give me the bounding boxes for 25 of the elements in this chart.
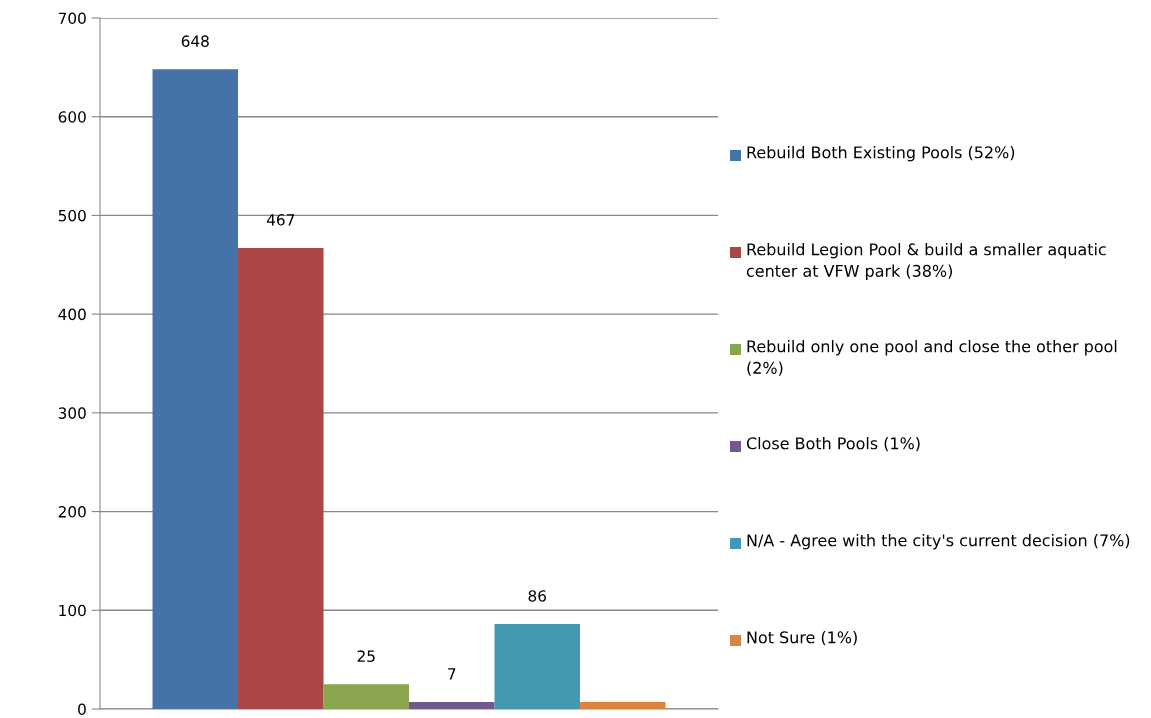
bar bbox=[494, 624, 580, 709]
y-tick-label: 100 bbox=[59, 604, 86, 617]
data-label: 86 bbox=[528, 590, 546, 602]
legend-label: Not Sure (1%) bbox=[747, 631, 857, 646]
bar bbox=[323, 684, 409, 709]
y-tick-label: 400 bbox=[58, 308, 86, 321]
bar bbox=[152, 69, 239, 709]
legend-label: Rebuild Both Existing Pools (52%) bbox=[747, 146, 1015, 162]
legend-label: Rebuild Legion Pool & build a smaller aquatic center at VFW park (38%) bbox=[746, 243, 1106, 280]
y-tick-label: 500 bbox=[58, 209, 86, 222]
legend-label: Close Both Pools (1%) bbox=[746, 437, 920, 452]
y-tick-label: 600 bbox=[58, 111, 86, 123]
data-label: 7 bbox=[448, 668, 456, 680]
bar bbox=[238, 248, 324, 709]
legend-label: Rebuild only one pool and close the other pool (2%) bbox=[747, 340, 1117, 376]
y-tick-label: 300 bbox=[58, 407, 86, 419]
legend-label: N/A - Agree with the city's current decision (7%) bbox=[747, 534, 1130, 550]
bar bbox=[579, 702, 666, 709]
y-tick-label: 200 bbox=[58, 506, 86, 518]
data-label: 467 bbox=[266, 214, 295, 226]
data-label: 25 bbox=[357, 650, 375, 662]
y-tick-label: 0 bbox=[78, 703, 86, 716]
bar bbox=[409, 702, 495, 709]
y-tick-label: 700 bbox=[58, 12, 86, 25]
data-label: 648 bbox=[181, 35, 209, 47]
